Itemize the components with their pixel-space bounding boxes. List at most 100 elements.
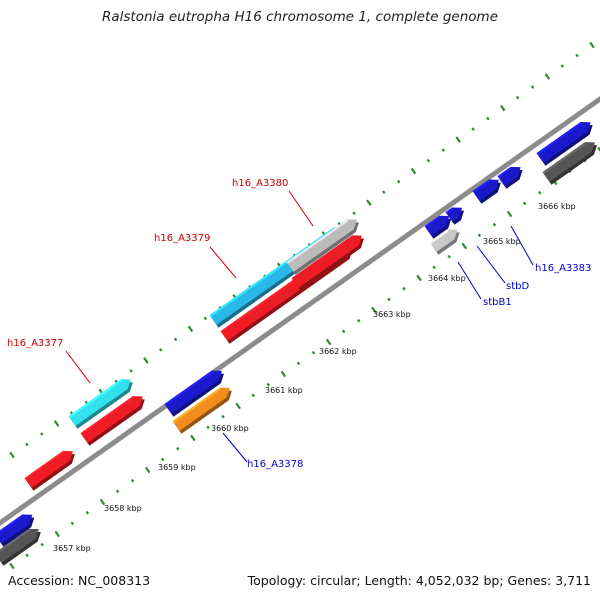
label-connector-line — [476, 245, 506, 284]
topology-summary: Topology: circular; Length: 4,052,032 bp… — [247, 573, 591, 588]
inner-tick-track — [9, 146, 600, 570]
tick-mark — [447, 254, 451, 259]
tick-mark — [387, 297, 391, 302]
label-connector-line — [510, 225, 534, 266]
gene-arrow-highlight — [0, 514, 24, 533]
tick-mark — [296, 361, 301, 366]
tick-mark — [190, 434, 196, 442]
gene-feature-blue-a3383[interactable] — [536, 121, 593, 166]
tick-mark — [426, 158, 431, 163]
sequence-backbone — [0, 96, 600, 526]
tick-mark — [515, 95, 520, 100]
gene-arrow-highlight — [80, 396, 135, 435]
label-connector-layer — [65, 190, 534, 463]
gene-arrow-highlight — [209, 227, 335, 317]
kbp-label: 3665 kbp — [483, 237, 521, 246]
tick-mark — [575, 53, 579, 58]
gene-label-h16-a3383[interactable]: h16_A3383 — [535, 263, 591, 274]
tick-mark — [70, 521, 75, 526]
gene-arrow[interactable] — [0, 528, 39, 563]
tick-mark — [173, 337, 178, 342]
gene-arrow-highlight — [536, 121, 582, 155]
gene-feature-red-lower-left[interactable] — [24, 450, 75, 491]
gene-feature-blue-small-2[interactable] — [445, 207, 465, 225]
tick-mark — [235, 402, 241, 410]
tick-mark — [221, 414, 225, 419]
tick-mark — [144, 466, 151, 474]
gene-arrow[interactable] — [80, 396, 143, 443]
gene-arrow[interactable] — [424, 215, 450, 236]
tick-mark — [311, 350, 316, 355]
gene-feature-red-a3377[interactable] — [80, 396, 145, 446]
tick-mark — [203, 316, 208, 321]
gene-feature-cyan-a3377[interactable] — [68, 379, 133, 429]
kbp-label: 3660 kbp — [211, 424, 249, 433]
gene-label-stbb1[interactable]: stbB1 — [483, 297, 512, 308]
accession-text: Accession: NC_008313 — [8, 573, 151, 588]
gene-feature-blue-stbD-2[interactable] — [497, 166, 523, 189]
tick-mark — [500, 104, 506, 112]
gene-feature-blue-stbD-1[interactable] — [472, 179, 501, 204]
tick-mark — [99, 498, 106, 506]
gene-arrow[interactable] — [497, 166, 521, 186]
tick-mark — [382, 190, 386, 194]
tick-mark — [544, 73, 551, 80]
tick-mark — [129, 369, 133, 373]
label-connector-line — [288, 190, 314, 227]
tick-mark — [25, 442, 29, 447]
tick-mark — [492, 222, 497, 227]
gene-label-h16-a3377[interactable]: h16_A3377 — [7, 338, 63, 349]
tick-mark — [337, 221, 341, 226]
gene-feature-blue-lower-left[interactable] — [0, 514, 35, 547]
gene-feature-gray-lower-left[interactable] — [0, 528, 41, 566]
tick-mark — [251, 393, 255, 398]
gene-arrow[interactable] — [68, 379, 131, 426]
tick-mark — [176, 446, 180, 451]
gene-feature-gray-a3383[interactable] — [542, 142, 598, 185]
gene-arrow[interactable] — [472, 179, 499, 201]
tick-mark — [341, 329, 346, 334]
gene-arrow-highlight — [497, 166, 512, 178]
kbp-label: 3662 kbp — [319, 347, 357, 356]
gene-arrow[interactable] — [164, 370, 222, 414]
tick-mark — [441, 148, 445, 152]
gene-arrow-highlight — [24, 450, 65, 480]
kbp-label: 3657 kbp — [53, 544, 91, 553]
gene-arrow[interactable] — [172, 387, 230, 431]
gene-arrow[interactable] — [0, 514, 33, 544]
tick-mark — [352, 211, 356, 215]
gene-feature-gray-a3380[interactable] — [286, 219, 359, 275]
gene-label-h16-a3378[interactable]: h16_A3378 — [247, 459, 303, 470]
tick-mark — [589, 41, 595, 49]
tick-mark — [402, 286, 406, 291]
tick-mark — [455, 136, 461, 143]
gene-arrow[interactable] — [536, 121, 591, 163]
gene-feature-gray-stbB1[interactable] — [429, 229, 460, 255]
gene-arrow[interactable] — [542, 142, 596, 182]
label-connector-line — [222, 432, 248, 463]
tick-mark — [396, 179, 401, 184]
gene-feature-red-a3380[interactable] — [291, 235, 364, 291]
tick-mark — [143, 357, 149, 364]
tick-mark — [53, 420, 60, 427]
gene-feature-orange-a3378[interactable] — [172, 387, 232, 434]
gene-label-h16-a3379[interactable]: h16_A3379 — [154, 233, 210, 244]
tick-mark — [85, 510, 90, 515]
gene-label-h16-a3380[interactable]: h16_A3380 — [232, 178, 288, 189]
gene-label-stbd[interactable]: stbD — [506, 281, 529, 292]
feature-layer — [0, 121, 598, 566]
tick-mark — [25, 553, 29, 558]
tick-mark — [432, 265, 436, 270]
kbp-label: 3664 kbp — [428, 274, 466, 283]
gene-arrow[interactable] — [24, 450, 73, 488]
label-connector-line — [209, 246, 237, 279]
gene-arrow[interactable] — [286, 219, 357, 272]
gene-feature-blue-a3378-upper[interactable] — [164, 370, 224, 417]
tick-mark — [357, 318, 361, 323]
gene-feature-blue-small-1[interactable] — [424, 215, 452, 239]
gene-arrow[interactable] — [291, 235, 362, 288]
gene-arrow[interactable] — [429, 229, 458, 252]
tick-mark — [206, 425, 210, 430]
tick-mark — [40, 542, 44, 547]
gene-arrow-highlight — [68, 379, 123, 418]
